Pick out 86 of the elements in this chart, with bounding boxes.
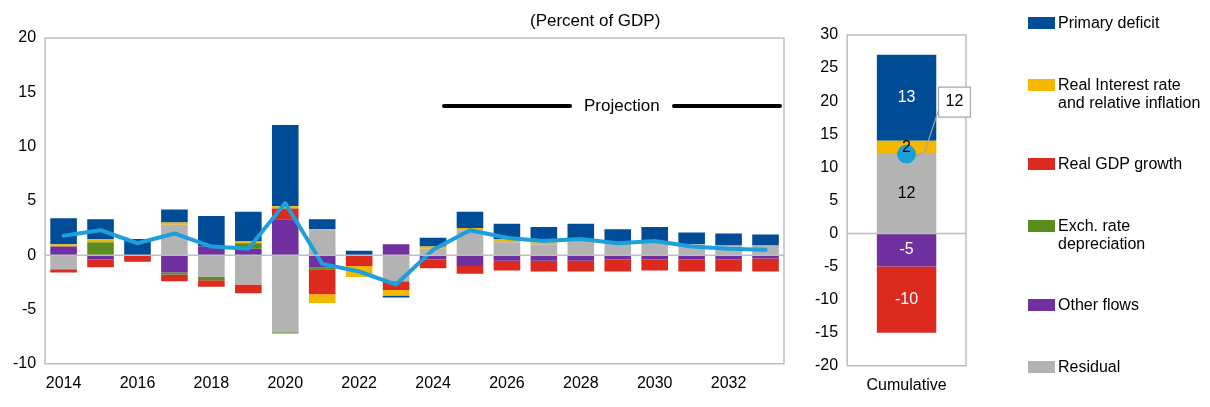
bar xyxy=(87,238,114,243)
y-tick-label: -15 xyxy=(815,323,839,341)
x-tick-label: 2032 xyxy=(710,373,747,391)
bar xyxy=(87,259,114,268)
bar xyxy=(87,242,114,256)
bar xyxy=(641,259,668,271)
bar xyxy=(604,259,632,272)
bar xyxy=(715,259,742,272)
y-tick-label: -5 xyxy=(823,256,839,274)
bar xyxy=(456,266,484,274)
legend-label: Real GDP growth xyxy=(1058,155,1184,174)
y-tick-label: -20 xyxy=(815,356,839,374)
bar xyxy=(876,266,937,333)
bar xyxy=(678,232,705,245)
data-label: -10 xyxy=(895,290,919,308)
y-tick-label: 15 xyxy=(18,82,37,100)
bar xyxy=(382,244,410,256)
x-tick-label: 2030 xyxy=(636,373,673,391)
x-tick-label: 2028 xyxy=(563,373,599,391)
bar xyxy=(876,233,937,267)
bar xyxy=(567,260,595,272)
annotation: Projection xyxy=(584,96,660,116)
bar xyxy=(161,222,188,225)
bar xyxy=(271,124,299,207)
bar xyxy=(641,226,668,242)
x-tick-label: 2018 xyxy=(193,373,230,391)
bar xyxy=(345,255,373,267)
bar xyxy=(308,294,336,303)
y-tick-label: -10 xyxy=(13,354,37,372)
bar xyxy=(235,284,262,294)
y-tick-label: 15 xyxy=(820,124,839,142)
bar xyxy=(235,211,262,242)
legend-label: Real Interest rate and relative inflation xyxy=(1058,75,1202,112)
x-tick-label: 2014 xyxy=(45,373,82,391)
bar xyxy=(50,244,77,247)
y-tick-label: 5 xyxy=(829,190,839,208)
bar xyxy=(198,276,225,281)
bar xyxy=(604,229,632,243)
y-tick-label: 20 xyxy=(18,28,37,46)
bar xyxy=(308,219,336,230)
bar xyxy=(161,272,188,275)
x-tick-label: Cumulative xyxy=(866,375,947,393)
legend-label: Exch. rate depreciation xyxy=(1058,216,1147,253)
y-tick-label: 25 xyxy=(820,58,839,76)
bar xyxy=(271,219,299,256)
data-label: -5 xyxy=(899,240,914,258)
y-tick-label: 0 xyxy=(829,223,839,241)
bar xyxy=(752,258,779,272)
y-tick-label: 0 xyxy=(27,245,37,263)
y-tick-label: -5 xyxy=(21,299,37,317)
bar xyxy=(161,255,188,273)
bar xyxy=(678,259,705,272)
bar xyxy=(382,295,410,298)
legend-label: Residual xyxy=(1058,357,1122,376)
bar xyxy=(50,269,77,273)
y-tick-label: 30 xyxy=(820,25,839,43)
bar xyxy=(715,233,742,246)
bar xyxy=(198,216,225,247)
chart-subtitle: (Percent of GDP) xyxy=(530,11,661,31)
bar xyxy=(530,260,558,272)
bar xyxy=(493,260,521,271)
y-tick-label: 5 xyxy=(27,191,37,209)
bar xyxy=(456,255,484,267)
data-label: 12 xyxy=(945,92,964,110)
y-tick-label: 10 xyxy=(18,137,37,155)
data-label: 13 xyxy=(897,88,916,106)
y-tick-label: 10 xyxy=(820,157,839,175)
x-tick-label: 2016 xyxy=(119,373,156,391)
bar xyxy=(752,234,779,246)
x-tick-label: 2020 xyxy=(267,373,304,391)
bar xyxy=(161,209,188,223)
bar xyxy=(198,280,225,287)
x-tick-label: 2024 xyxy=(415,373,451,391)
bar xyxy=(456,211,484,229)
legend-label: Other flows xyxy=(1058,296,1140,315)
bar xyxy=(161,274,188,282)
x-tick-label: 2022 xyxy=(341,373,378,391)
data-label: 12 xyxy=(897,184,916,202)
legend-label: Primary deficit xyxy=(1058,14,1161,32)
bar xyxy=(50,218,77,245)
y-tick-label: 20 xyxy=(820,91,839,109)
x-tick-label: 2026 xyxy=(489,373,525,391)
y-tick-label: -10 xyxy=(815,290,839,308)
bar xyxy=(876,54,937,141)
bar xyxy=(308,269,336,295)
bar xyxy=(382,289,410,296)
